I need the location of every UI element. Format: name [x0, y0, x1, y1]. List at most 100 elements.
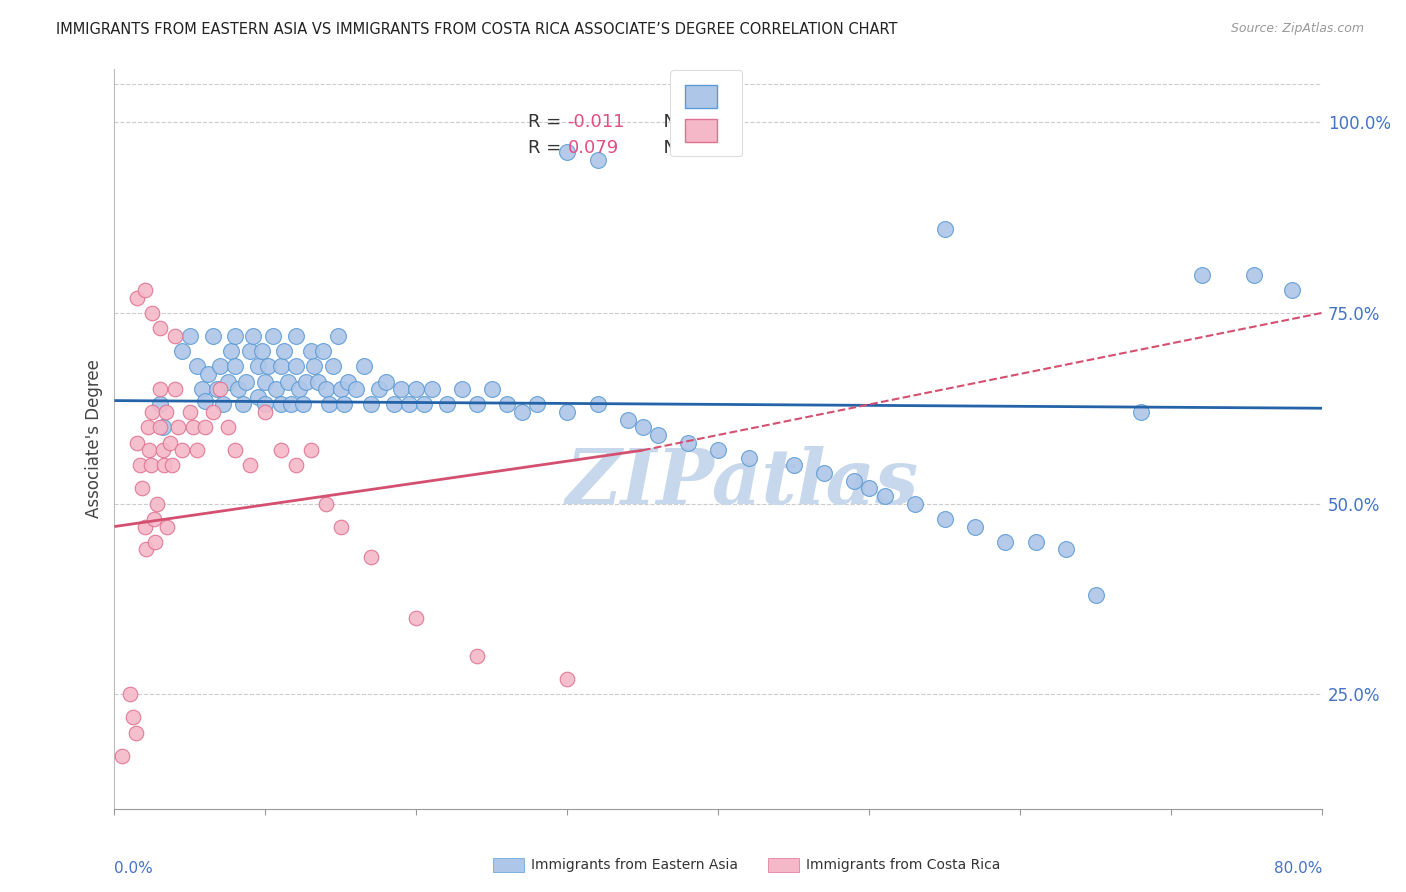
Point: [111, 748, 134, 763]
Text: 95: 95: [700, 112, 725, 131]
Text: R =: R =: [529, 112, 568, 131]
Point: [287, 382, 309, 396]
Point: [934, 512, 956, 526]
Point: [329, 519, 352, 533]
Point: [129, 458, 152, 473]
Point: [994, 534, 1017, 549]
Point: [280, 397, 302, 411]
Point: [318, 397, 340, 411]
Text: Source: ZipAtlas.com: Source: ZipAtlas.com: [1230, 22, 1364, 36]
Point: [1054, 542, 1077, 557]
Point: [224, 359, 246, 374]
Point: [465, 397, 488, 411]
Point: [382, 397, 405, 411]
Point: [337, 375, 360, 389]
Point: [904, 497, 927, 511]
Point: [617, 412, 640, 426]
Point: [252, 343, 274, 358]
Point: [398, 397, 420, 411]
Point: [246, 359, 269, 374]
Point: [389, 382, 412, 396]
Point: [141, 405, 163, 419]
Point: [201, 405, 224, 419]
Point: [647, 428, 669, 442]
Point: [360, 550, 382, 565]
Point: [1191, 268, 1213, 282]
Point: [197, 367, 219, 381]
Point: [262, 328, 284, 343]
Y-axis label: Associate's Degree: Associate's Degree: [86, 359, 103, 518]
Point: [450, 382, 472, 396]
Point: [496, 397, 519, 411]
Point: [873, 489, 896, 503]
Point: [209, 382, 232, 396]
Point: [329, 382, 352, 396]
Point: [142, 512, 165, 526]
Point: [375, 375, 398, 389]
Point: [125, 291, 148, 305]
Point: [172, 443, 194, 458]
Point: [194, 420, 217, 434]
Point: [813, 466, 835, 480]
Point: [186, 443, 208, 458]
Point: [149, 397, 172, 411]
Point: [145, 497, 167, 511]
Point: [179, 328, 201, 343]
Legend: , : ,: [671, 70, 742, 156]
Point: [295, 375, 318, 389]
Point: [326, 328, 349, 343]
Point: [156, 519, 179, 533]
Point: [277, 375, 299, 389]
Point: [1025, 534, 1047, 549]
Point: [181, 420, 204, 434]
Text: 0.0%: 0.0%: [114, 861, 153, 876]
Point: [707, 443, 730, 458]
Point: [224, 443, 246, 458]
Text: 51: 51: [700, 139, 725, 158]
Point: [257, 359, 280, 374]
Point: [235, 375, 257, 389]
Point: [844, 474, 866, 488]
Point: [186, 359, 208, 374]
Point: [284, 328, 307, 343]
Point: [557, 672, 579, 686]
Point: [205, 382, 228, 396]
Text: 80.0%: 80.0%: [1274, 861, 1323, 876]
Point: [254, 397, 277, 411]
Point: [353, 359, 375, 374]
Point: [163, 382, 186, 396]
Point: [302, 359, 325, 374]
Point: [360, 397, 382, 411]
Text: Immigrants from Costa Rica: Immigrants from Costa Rica: [806, 858, 1000, 872]
Point: [224, 328, 246, 343]
Point: [149, 420, 172, 434]
Point: [232, 397, 254, 411]
Point: [191, 382, 214, 396]
Text: Immigrants from Eastern Asia: Immigrants from Eastern Asia: [531, 858, 738, 872]
Point: [217, 375, 239, 389]
Point: [138, 443, 160, 458]
Point: [586, 153, 609, 168]
Point: [179, 405, 201, 419]
Point: [254, 405, 277, 419]
Point: [1281, 283, 1303, 297]
Point: [315, 497, 337, 511]
Point: [557, 145, 579, 160]
Point: [149, 382, 172, 396]
Point: [858, 482, 880, 496]
Point: [134, 283, 156, 297]
Point: [312, 343, 335, 358]
Text: N =: N =: [652, 112, 703, 131]
Point: [194, 393, 217, 408]
Point: [405, 611, 427, 625]
Point: [270, 443, 292, 458]
Point: [159, 435, 181, 450]
Point: [965, 519, 987, 533]
Point: [143, 534, 166, 549]
Point: [131, 482, 153, 496]
Point: [783, 458, 806, 473]
Point: [125, 435, 148, 450]
Point: [152, 420, 174, 434]
Point: [160, 458, 183, 473]
Text: 0.079: 0.079: [568, 139, 619, 158]
